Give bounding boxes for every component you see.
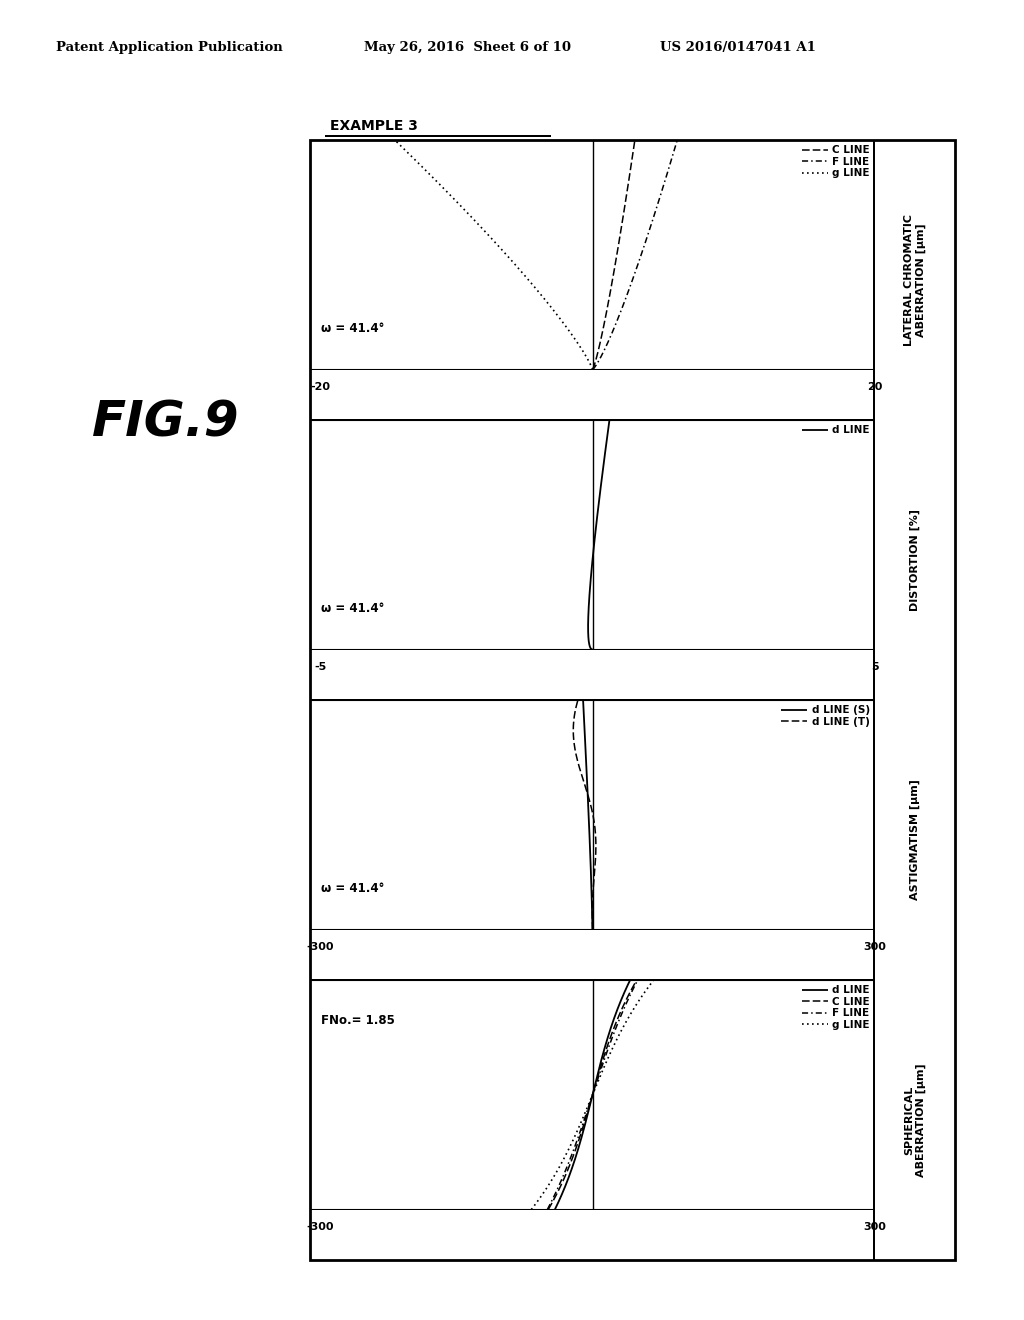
Text: SPHERICAL
ABERRATION [μm]: SPHERICAL ABERRATION [μm]	[904, 1063, 926, 1177]
Text: ω = 41.4°: ω = 41.4°	[322, 322, 385, 335]
Text: 300: 300	[863, 942, 887, 952]
Text: -300: -300	[306, 942, 334, 952]
Text: FIG.9: FIG.9	[92, 399, 240, 446]
Text: EXAMPLE 3: EXAMPLE 3	[331, 119, 419, 133]
Text: ω = 41.4°: ω = 41.4°	[322, 882, 385, 895]
Text: -20: -20	[310, 383, 330, 392]
Legend: d LINE: d LINE	[802, 425, 869, 436]
Text: 20: 20	[867, 383, 883, 392]
Text: -300: -300	[306, 1222, 334, 1233]
Text: LATERAL CHROMATIC
ABERRATION [μm]: LATERAL CHROMATIC ABERRATION [μm]	[904, 214, 926, 346]
Text: ω = 41.4°: ω = 41.4°	[322, 602, 385, 615]
Legend: d LINE, C LINE, F LINE, g LINE: d LINE, C LINE, F LINE, g LINE	[802, 985, 869, 1030]
Text: DISTORTION [%]: DISTORTION [%]	[910, 510, 921, 611]
Text: ASTIGMATISM [μm]: ASTIGMATISM [μm]	[910, 780, 921, 900]
Text: FNo.= 1.85: FNo.= 1.85	[322, 1015, 395, 1027]
Legend: d LINE (S), d LINE (T): d LINE (S), d LINE (T)	[781, 705, 869, 727]
Text: US 2016/0147041 A1: US 2016/0147041 A1	[660, 41, 816, 54]
Text: May 26, 2016  Sheet 6 of 10: May 26, 2016 Sheet 6 of 10	[364, 41, 570, 54]
Text: 300: 300	[863, 1222, 887, 1233]
Text: -5: -5	[314, 663, 327, 672]
Legend: C LINE, F LINE, g LINE: C LINE, F LINE, g LINE	[802, 145, 869, 178]
Text: 5: 5	[871, 663, 879, 672]
Text: Patent Application Publication: Patent Application Publication	[56, 41, 283, 54]
